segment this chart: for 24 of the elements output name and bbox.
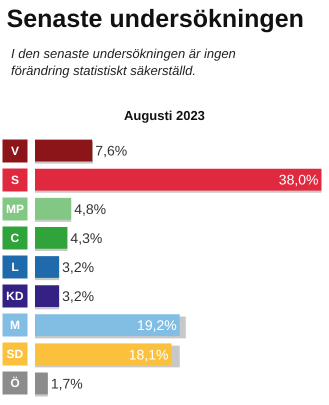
y-tick-label: L <box>11 260 19 274</box>
y-tick-label: S <box>10 173 20 187</box>
data-label: 7,6% <box>95 142 128 159</box>
bar <box>35 343 172 366</box>
y-tick-label: V <box>10 144 20 158</box>
y-tick-label: C <box>10 231 20 245</box>
y-tick-label: M <box>10 318 20 332</box>
data-label: 4,8% <box>74 200 106 217</box>
data-label: 3,2% <box>62 259 94 275</box>
bar <box>35 314 180 336</box>
chart-subtitle: I den senaste undersökningen är ingen förändring statistiskt säkerställd. <box>11 46 236 78</box>
data-label: 4,3% <box>70 230 102 246</box>
data-label: 18,1% <box>128 346 168 362</box>
chart-title: Senaste undersökningen <box>6 4 304 33</box>
data-label: 3,2% <box>62 288 94 304</box>
data-label: 19,2% <box>137 317 177 334</box>
y-tick-label: SD <box>6 347 24 361</box>
data-label: 1,7% <box>50 375 83 392</box>
y-tick-label: MP <box>6 202 24 216</box>
text: Augusti 2023 <box>124 108 205 123</box>
bar <box>35 372 48 394</box>
y-tick-label: Ö <box>10 376 20 390</box>
data-label: 38,0% <box>278 172 318 188</box>
y-tick-label: KD <box>6 289 24 303</box>
